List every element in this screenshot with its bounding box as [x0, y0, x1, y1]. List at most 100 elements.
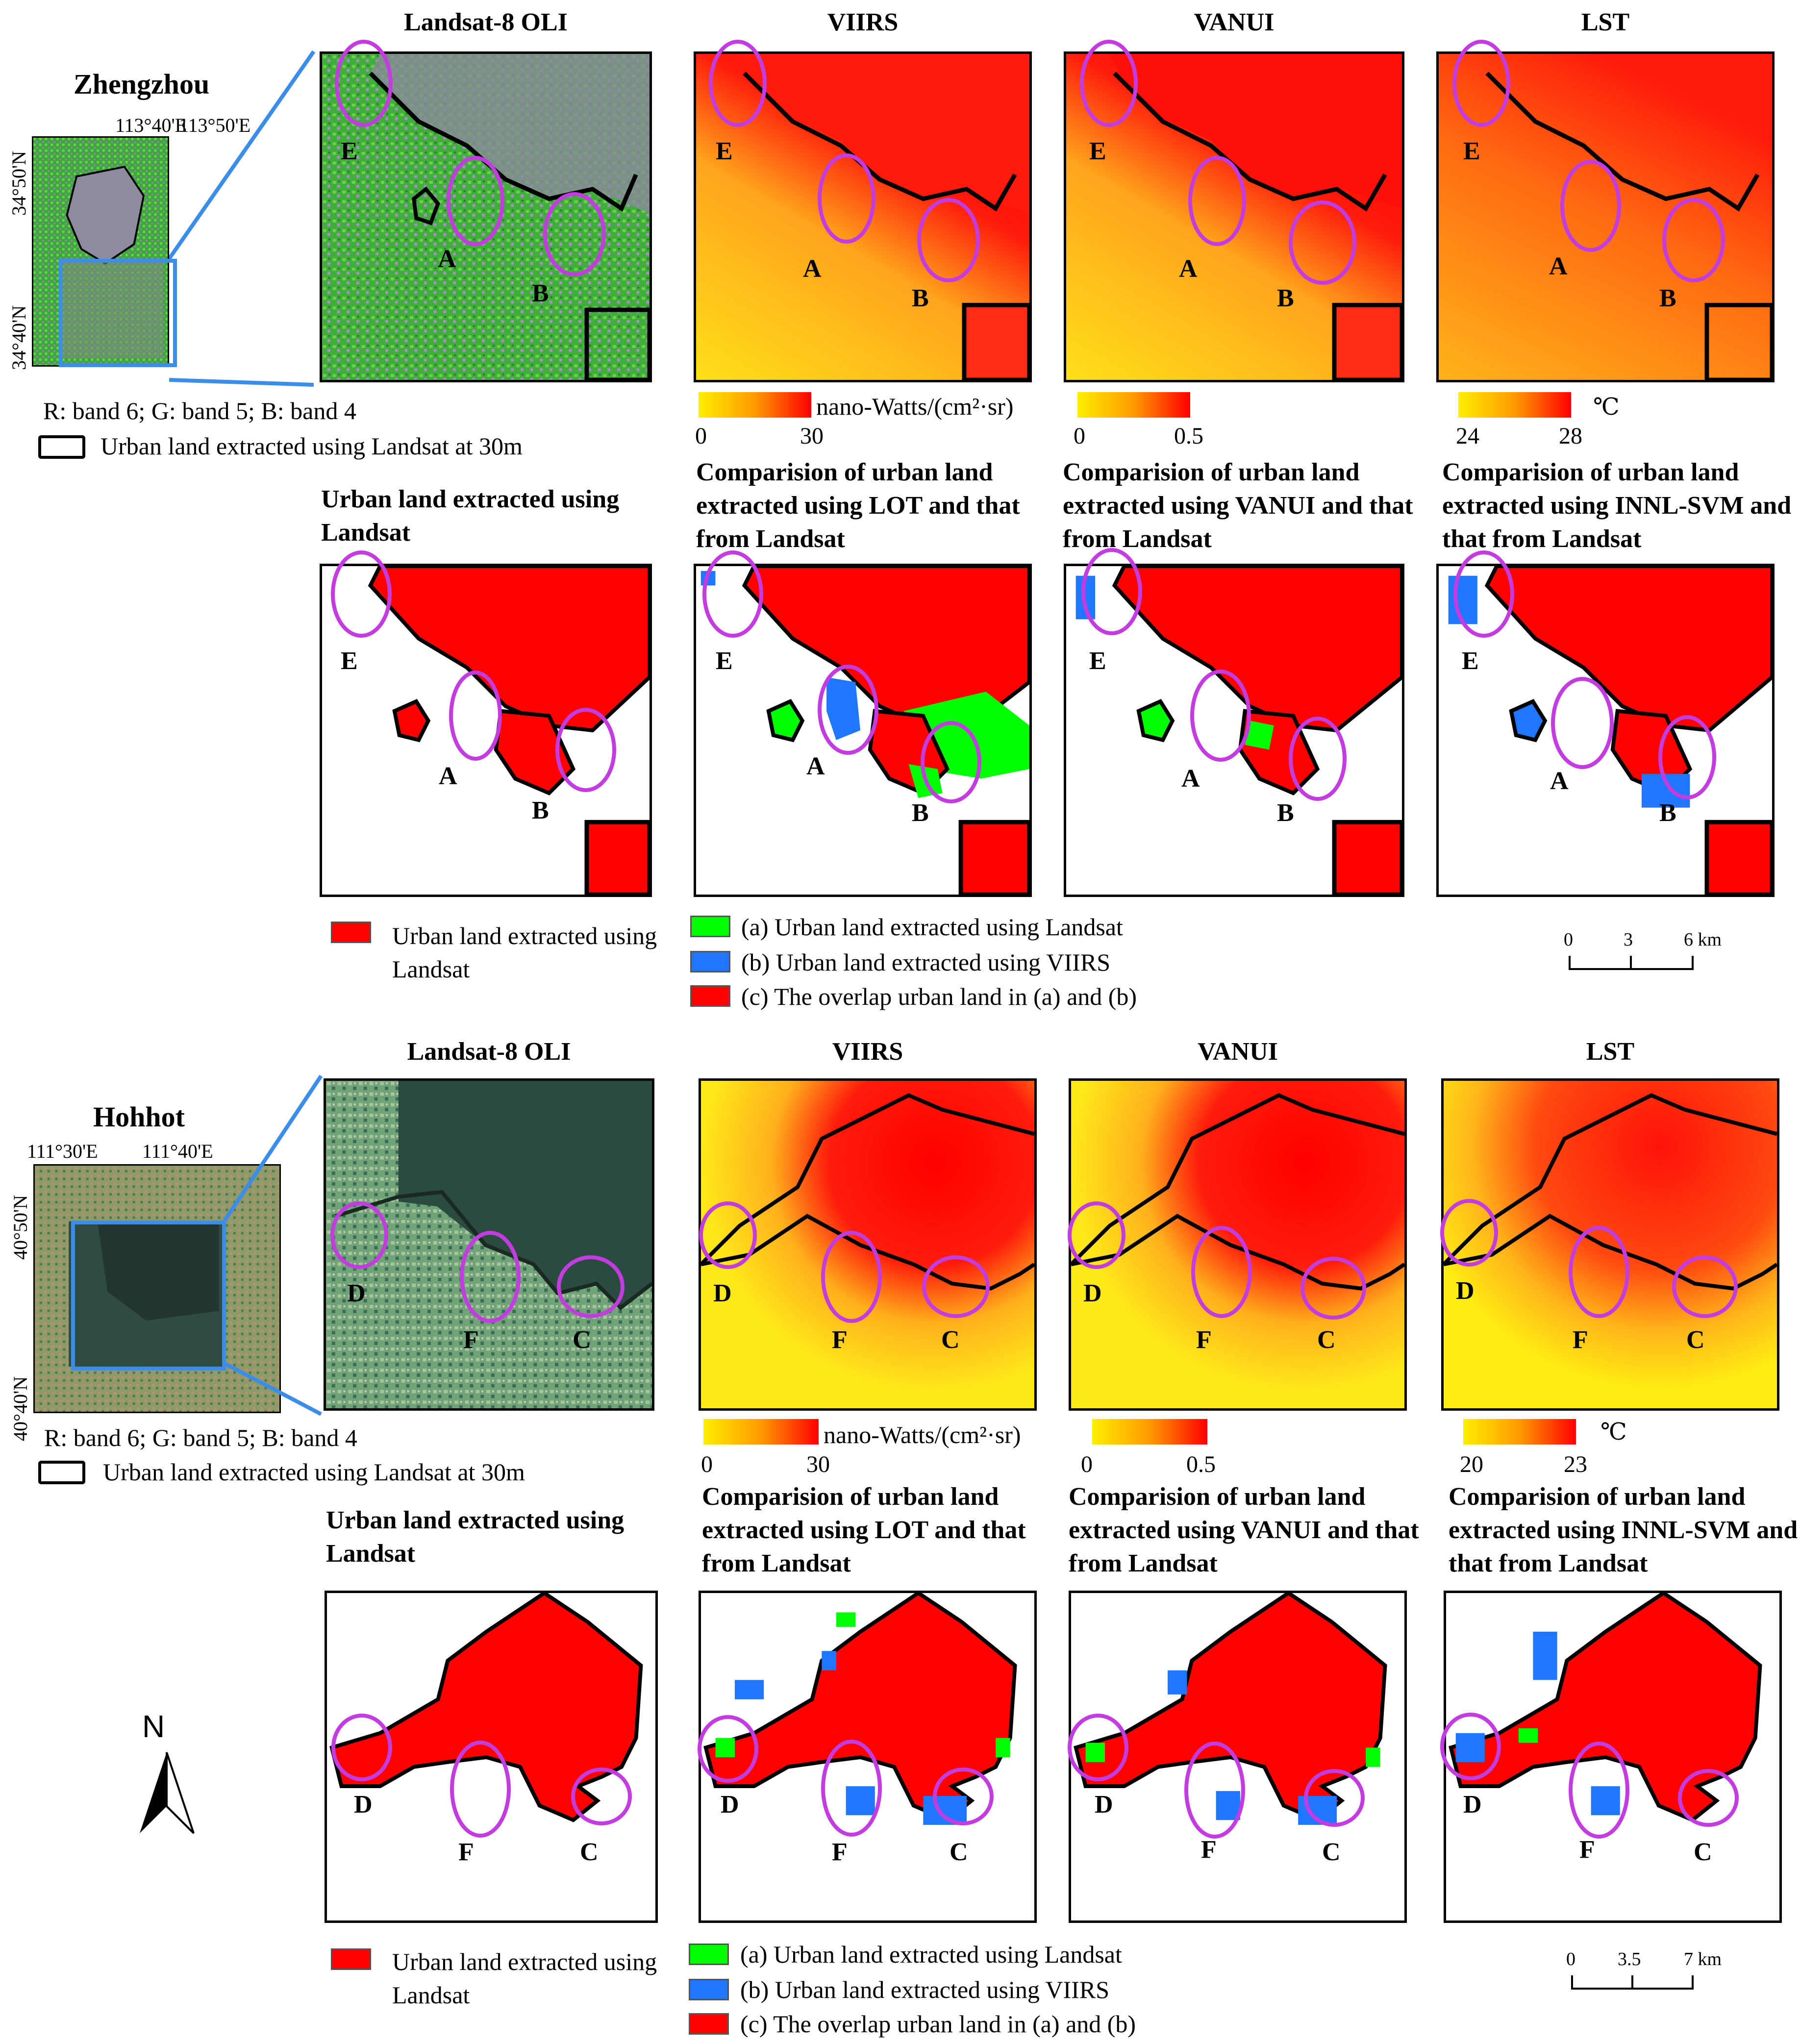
marker-label: A — [1179, 255, 1198, 283]
marker-label: F — [1579, 1836, 1595, 1864]
vanui-panel — [1064, 51, 1404, 382]
viirs-panel — [699, 1078, 1037, 1411]
north-arrow-icon — [140, 1752, 195, 1834]
marker-label: E — [1089, 137, 1106, 165]
colorbar — [1092, 1419, 1207, 1445]
city-name: Zhengzhou — [74, 68, 210, 100]
vanui-comparison-panel — [1069, 1591, 1407, 1923]
marker-label: A — [438, 245, 456, 273]
panel-title: VIIRS — [832, 1038, 903, 1066]
colorbar — [1463, 1419, 1576, 1445]
colorbar-max: 30 — [806, 1451, 830, 1477]
marker-label: D — [1095, 1791, 1113, 1819]
scale-tick — [1692, 956, 1694, 970]
legend-text: (a) Urban land extracted using Landsat — [741, 913, 1123, 941]
scale-tick — [1631, 1975, 1633, 1990]
colorbar-min: 0 — [695, 423, 707, 449]
outline-swatch — [38, 435, 85, 459]
marker-label: F — [832, 1326, 848, 1354]
colorbar-unit: nano-Watts/(cm²·sr) — [816, 393, 1014, 420]
zoom-box — [59, 259, 177, 367]
lat-tick: 34°50'N — [8, 150, 30, 216]
lat-tick: 40°50'N — [9, 1195, 31, 1260]
colorbar — [699, 392, 811, 418]
scale-tick — [1630, 956, 1632, 970]
marker-label: F — [832, 1838, 848, 1866]
colorbar-max: 0.5 — [1174, 423, 1203, 449]
scale-tick-label: 7 km — [1684, 1949, 1722, 1969]
marker-label: E — [1462, 647, 1479, 675]
marker-label: D — [1456, 1277, 1475, 1305]
landsat-panel — [320, 51, 652, 382]
colorbar-unit: nano-Watts/(cm²·sr) — [824, 1421, 1021, 1448]
marker-label: D — [721, 1791, 739, 1819]
legend-swatch-c — [690, 985, 730, 1007]
panel-title: Landsat-8 OLI — [407, 1038, 571, 1066]
marker-label: C — [580, 1838, 599, 1866]
outline-swatch — [38, 1461, 85, 1484]
marker-label: F — [458, 1838, 474, 1866]
lon-tick: 113°50'E — [179, 114, 251, 136]
marker-label: B — [1659, 284, 1676, 312]
marker-label: C — [950, 1838, 968, 1866]
lst-panel — [1436, 51, 1775, 382]
legend-swatch-a — [689, 1944, 729, 1965]
colorbar — [1458, 392, 1571, 418]
panel-title: Urban land extracted using Landsat — [326, 1506, 625, 1568]
scale-tick-label: 3 — [1624, 929, 1633, 950]
legend-swatch-b — [689, 1979, 729, 2000]
lon-tick: 111°30'E — [27, 1140, 98, 1162]
marker-label: F — [463, 1326, 479, 1354]
colorbar — [703, 1419, 819, 1445]
legend-text: (a) Urban land extracted using Landsat — [740, 1941, 1122, 1968]
panel-title: Comparision of urban land extracted usin… — [1069, 1483, 1419, 1577]
marker-label: C — [1686, 1326, 1705, 1354]
marker-label: D — [1463, 1791, 1482, 1819]
colorbar-min: 20 — [1460, 1451, 1483, 1477]
marker-label: E — [341, 647, 358, 675]
landsat-panel — [324, 1078, 654, 1411]
legend-swatch-urban — [331, 922, 371, 943]
band-note: R: band 6; G: band 5; B: band 4 — [43, 397, 356, 424]
lst-panel — [1441, 1078, 1779, 1411]
panel-title: Comparision of urban land extracted usin… — [696, 458, 1020, 553]
panel-title: LST — [1581, 8, 1630, 36]
panel-title: VANUI — [1198, 1038, 1278, 1066]
scale-tick-label: 0 — [1566, 1949, 1575, 1969]
legend-text: Urban land extracted using Landsat — [392, 922, 657, 983]
overview-map — [33, 1164, 281, 1413]
marker-label: B — [1277, 799, 1294, 827]
legend-swatch-b — [690, 951, 730, 972]
colorbar-max: 30 — [800, 423, 824, 449]
zoom-connector — [169, 50, 316, 387]
innl-svm-comparison-panel — [1444, 1591, 1782, 1923]
lon-tick: 111°40'E — [142, 1140, 213, 1162]
vanui-panel — [1069, 1078, 1407, 1411]
outline-legend: Urban land extracted using Landsat at 30… — [103, 1458, 525, 1486]
legend-text: (b) Urban land extracted using VIIRS — [741, 948, 1111, 976]
viirs-panel — [694, 51, 1032, 382]
urban-landsat-panel — [320, 564, 652, 897]
legend-swatch-urban — [331, 1948, 371, 1970]
legend-text: (c) The overlap urban land in (a) and (b… — [741, 983, 1137, 1010]
marker-label: A — [806, 752, 825, 780]
marker-label: E — [341, 137, 358, 165]
panel-title: LST — [1586, 1038, 1635, 1066]
marker-label: C — [573, 1326, 591, 1354]
colorbar-max: 0.5 — [1186, 1451, 1216, 1477]
marker-label: E — [716, 647, 733, 675]
panel-title: VIIRS — [827, 8, 899, 36]
panel-title: Landsat-8 OLI — [404, 8, 568, 36]
marker-label: D — [347, 1279, 366, 1307]
urban-landsat-panel — [325, 1591, 658, 1923]
marker-label: C — [1322, 1838, 1341, 1866]
marker-label: A — [1549, 252, 1568, 280]
marker-label: A — [1550, 767, 1569, 795]
legend-text: Urban land extracted using Landsat — [392, 1948, 657, 2009]
scale-tick — [1571, 1975, 1573, 1990]
overview-map — [32, 136, 169, 367]
colorbar-min: 0 — [1074, 423, 1085, 449]
colorbar-min: 24 — [1456, 423, 1479, 449]
lat-tick: 40°40'N — [9, 1376, 31, 1441]
colorbar-max: 28 — [1559, 423, 1582, 449]
